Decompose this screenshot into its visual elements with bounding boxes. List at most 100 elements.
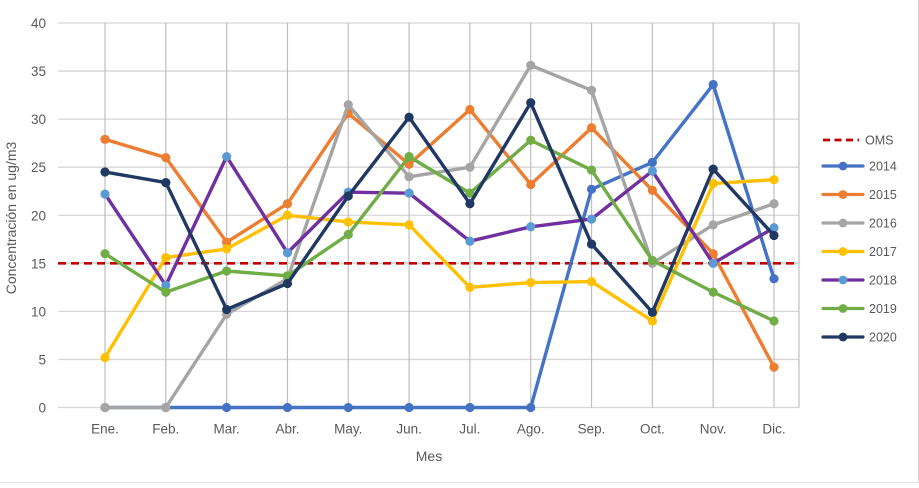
legend-swatch-marker-2014: [838, 161, 848, 171]
point-2020-Jun: [404, 112, 414, 122]
legend-item-2020: 2020: [821, 331, 897, 345]
point-2014-May: [343, 402, 353, 413]
point-2019-Jun: [404, 152, 414, 162]
point-2017-Ago: [526, 277, 536, 288]
series-2015-markers: [100, 104, 779, 372]
legend-item-2014: 2014: [821, 160, 897, 174]
series-2018-markers: [100, 152, 779, 291]
series-2020: [100, 98, 779, 317]
x-tick-Nov: Nov.: [700, 422, 727, 437]
point-2019-Jul: [465, 188, 475, 198]
point-2016-Dic: [769, 199, 779, 209]
y-tick-10: 10: [31, 304, 46, 319]
point-2016-Jun: [404, 172, 414, 182]
x-tick-Feb: Feb.: [152, 422, 179, 437]
legend-swatch-marker-2017: [838, 247, 848, 256]
point-2017-Abr: [282, 210, 293, 220]
point-2015-Nov: [708, 249, 718, 259]
point-2017-Dic: [769, 175, 779, 185]
point-2019-Ene: [100, 249, 110, 259]
point-2019-Feb: [161, 287, 171, 297]
point-2018-Jul: [465, 236, 475, 246]
point-2016-Feb: [161, 402, 171, 413]
point-2015-Dic: [769, 362, 779, 372]
point-2016-Ago: [526, 60, 536, 70]
x-tick-Dic: Dic.: [762, 422, 785, 437]
legend-label-2015: 2015: [869, 188, 897, 202]
y-tick-20: 20: [31, 208, 46, 223]
y-tick-5: 5: [38, 352, 46, 367]
y-tick-15: 15: [31, 256, 46, 271]
point-2018-Ago: [526, 222, 536, 232]
point-2014-Nov: [708, 79, 718, 90]
x-tick-Jul: Jul.: [459, 422, 480, 437]
legend-label-2018: 2018: [869, 274, 897, 288]
series-2018: [100, 152, 779, 291]
point-2017-Ene: [100, 352, 110, 363]
legend-label-2019: 2019: [869, 302, 897, 316]
point-2020-Oct: [647, 307, 657, 317]
point-2020-Jul: [465, 199, 475, 209]
legend-swatch-marker-2015: [838, 190, 848, 199]
point-2017-Mar: [222, 244, 232, 254]
point-2019-Nov: [708, 287, 718, 297]
point-2015-Ene: [100, 134, 110, 144]
series-2018-line: [103, 154, 776, 288]
legend-item-2016: 2016: [821, 217, 897, 231]
point-2015-Sep: [586, 123, 597, 133]
point-2019-Oct: [647, 255, 657, 266]
legend-swatch-marker-2018: [838, 275, 848, 285]
x-tick-Sep: Sep.: [578, 422, 606, 437]
point-2019-Mar: [222, 266, 232, 276]
point-2020-Dic: [769, 230, 779, 241]
series-2019: [100, 135, 779, 326]
legend-item-2015: 2015: [821, 188, 897, 202]
x-tick-Jun: Jun.: [396, 422, 422, 437]
point-2015-Oct: [647, 185, 657, 195]
point-2018-Abr: [282, 248, 293, 258]
point-2018-Dic: [769, 223, 779, 233]
point-2018-Ene: [100, 189, 110, 199]
point-2015-Ago: [526, 179, 536, 190]
point-2014-Jun: [404, 402, 414, 413]
series-2017-line: [103, 177, 776, 360]
legend-label-2017: 2017: [869, 245, 897, 259]
point-2020-May: [343, 191, 353, 201]
point-2014-Oct: [647, 157, 657, 167]
point-2017-Jun: [404, 220, 414, 230]
point-2015-Mar: [222, 237, 232, 247]
point-2015-Feb: [161, 152, 171, 163]
point-2014-Jul: [465, 402, 475, 413]
point-2020-Feb: [161, 177, 171, 188]
legend-item-oms: OMS: [823, 134, 893, 148]
point-2017-Feb: [161, 252, 171, 263]
legend-label-oms: OMS: [865, 134, 893, 148]
point-2014-Abr: [282, 402, 293, 413]
point-2018-Oct: [647, 166, 657, 176]
point-2015-Jul: [465, 104, 475, 115]
point-2020-Mar: [222, 304, 232, 315]
legend-item-2018: 2018: [821, 274, 897, 288]
y-tick-0: 0: [38, 401, 46, 416]
legend-label-2020: 2020: [869, 331, 897, 345]
y-tick-35: 35: [31, 64, 46, 79]
point-2017-May: [343, 217, 353, 227]
x-tick-Abr: Abr.: [275, 422, 299, 437]
point-2015-Abr: [282, 199, 293, 209]
y-tick-25: 25: [31, 160, 46, 175]
y-axis-title: Concentración en ug/m3: [3, 142, 19, 295]
x-tick-Ago: Ago.: [517, 422, 545, 437]
point-2016-Jul: [465, 162, 475, 172]
x-tick-May: May.: [334, 422, 362, 437]
point-2014-Ago: [526, 402, 536, 413]
x-tick-Ene: Ene.: [91, 422, 119, 437]
point-2020-Sep: [586, 239, 597, 249]
point-2018-Mar: [222, 152, 232, 162]
point-2019-Ago: [526, 135, 536, 145]
y-tick-30: 30: [31, 112, 46, 127]
point-2018-Nov: [708, 258, 718, 268]
series-2017-markers: [100, 175, 779, 363]
series-2015-line: [103, 107, 776, 369]
